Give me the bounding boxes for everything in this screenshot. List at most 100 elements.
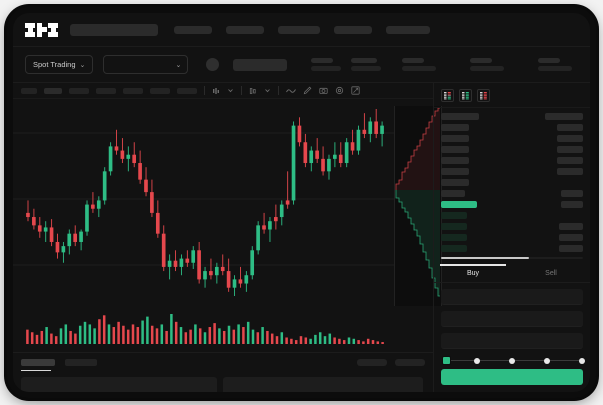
orders-content [21, 377, 425, 392]
tab-open-orders[interactable] [21, 359, 55, 366]
orderbook-cell-size [559, 245, 583, 252]
chart-type-icon[interactable] [249, 87, 257, 95]
orderbook-row-ask[interactable] [441, 157, 583, 164]
action-cancel-all[interactable] [395, 359, 425, 366]
total-field[interactable] [441, 333, 583, 349]
orderbook-cell-price [441, 245, 467, 252]
chevron-down-icon: ⌄ [79, 61, 86, 69]
orderbook-scroll-thumb[interactable] [441, 257, 530, 259]
timeframe-15m[interactable] [69, 87, 89, 94]
chart-toolbar [13, 83, 433, 99]
orderbook-row-ask[interactable] [441, 113, 583, 120]
trading-pair-select[interactable]: ⌄ [103, 55, 189, 74]
timeframe-1d[interactable] [150, 87, 170, 94]
orderbook-row-bid[interactable] [441, 245, 583, 252]
toolbar-divider [278, 86, 279, 95]
nav-item-derivatives[interactable] [334, 25, 372, 34]
orderbook-cell-price [441, 212, 467, 219]
orders-panel-actions [357, 359, 425, 366]
orderbook-cell-price [441, 157, 469, 164]
gear-icon[interactable] [335, 86, 344, 95]
orderbook-cell-size [559, 223, 583, 230]
trade-side-tabs: Buy Sell [434, 264, 590, 283]
orderbook-view-toggles [434, 83, 590, 108]
orderbook-view-bids-icon[interactable] [459, 89, 472, 102]
nav-item-more[interactable] [386, 25, 430, 34]
orderbook-row-ask[interactable] [441, 190, 583, 197]
orderbook-cell-price [441, 179, 469, 186]
orderbook-view-both-icon[interactable] [441, 89, 454, 102]
amount-field[interactable] [441, 311, 583, 327]
orderbook-row-ask[interactable] [441, 135, 583, 142]
orderbook-rows[interactable] [434, 108, 590, 252]
orderbook-row-bid[interactable] [441, 223, 583, 230]
candlestick-chart-svg [13, 109, 433, 296]
slider-marker-75[interactable] [544, 357, 550, 364]
nav-item-buy-crypto[interactable] [174, 25, 212, 34]
chevron-down-icon: ⌄ [175, 61, 182, 69]
orderbook-view-asks-icon[interactable] [477, 89, 490, 102]
orderbook-row-bid[interactable] [441, 212, 583, 219]
camera-icon[interactable] [319, 86, 328, 95]
orderbook-cell-size [557, 157, 583, 164]
slider-marker-25[interactable] [474, 357, 480, 364]
indicators-dropdown-icon[interactable] [227, 87, 234, 94]
timeframe-4h[interactable] [123, 87, 143, 94]
action-hide-other-pairs[interactable] [357, 359, 387, 366]
timeframe-1w[interactable] [177, 87, 197, 94]
trade-form [434, 283, 590, 349]
orderbook-cell-price [441, 113, 479, 120]
tab-buy[interactable]: Buy [434, 264, 512, 282]
trading-mode-select[interactable]: Spot Trading ⌄ [25, 55, 94, 74]
tab-sell[interactable]: Sell [545, 270, 557, 277]
orderbook-row-ask[interactable] [441, 124, 583, 131]
orderbook-row-ask[interactable] [441, 168, 583, 175]
orderbook-cell-price [441, 124, 469, 131]
stat-low-24h [470, 58, 504, 71]
fullscreen-icon[interactable] [351, 86, 360, 95]
device-frame: Spot Trading ⌄ ⌄ [7, 7, 596, 398]
slider-marker-50[interactable] [509, 357, 515, 364]
orderbook-row-ask[interactable] [441, 146, 583, 153]
tab-order-history[interactable] [65, 359, 97, 366]
volume-histogram[interactable] [13, 304, 433, 352]
top-header [13, 13, 590, 47]
trading-mode-label: Spot Trading [33, 60, 76, 69]
orderbook-row-spread[interactable] [441, 201, 583, 208]
draw-tool-icon[interactable] [303, 86, 312, 95]
slider-handle[interactable] [442, 356, 451, 365]
timeframe-1m[interactable] [21, 87, 37, 94]
orderbook-cell-size [561, 190, 583, 197]
candlestick-chart[interactable] [13, 99, 433, 304]
stat-volume-24h [538, 58, 572, 71]
slider-marker-100[interactable] [579, 357, 585, 364]
timeframe-5m[interactable] [44, 87, 62, 94]
orderbook-cell-price [441, 146, 469, 153]
nav-item-markets[interactable] [226, 25, 264, 34]
orderbook-cell-price [441, 135, 469, 142]
volume-histogram-svg [26, 314, 384, 344]
line-tool-icon[interactable] [286, 87, 296, 95]
okx-logo-icon[interactable] [25, 22, 58, 37]
coin-avatar [206, 58, 220, 71]
submit-buy-button[interactable] [441, 369, 583, 385]
orders-panel [13, 352, 433, 392]
search-input[interactable] [70, 23, 158, 36]
orderbook-cell-size [557, 168, 583, 175]
app-screen: Spot Trading ⌄ ⌄ [13, 13, 590, 392]
orderbook-cell-price [441, 234, 467, 241]
nav-item-trade[interactable] [278, 25, 320, 34]
chart-type-dropdown-icon[interactable] [264, 87, 271, 94]
orders-table-left [21, 377, 217, 392]
orderbook-row-bid[interactable] [441, 234, 583, 241]
stat-last-price [311, 58, 342, 71]
timeframe-1h[interactable] [96, 87, 116, 94]
orderbook-cell-size [557, 135, 583, 142]
orderbook-cell-price [441, 168, 469, 175]
orderbook-row-ask[interactable] [441, 179, 583, 186]
toolbar-divider [241, 86, 242, 95]
amount-slider[interactable] [442, 355, 585, 367]
orderbook-scrollbar[interactable] [441, 257, 583, 259]
price-field[interactable] [441, 289, 583, 305]
indicators-icon[interactable] [212, 87, 220, 95]
